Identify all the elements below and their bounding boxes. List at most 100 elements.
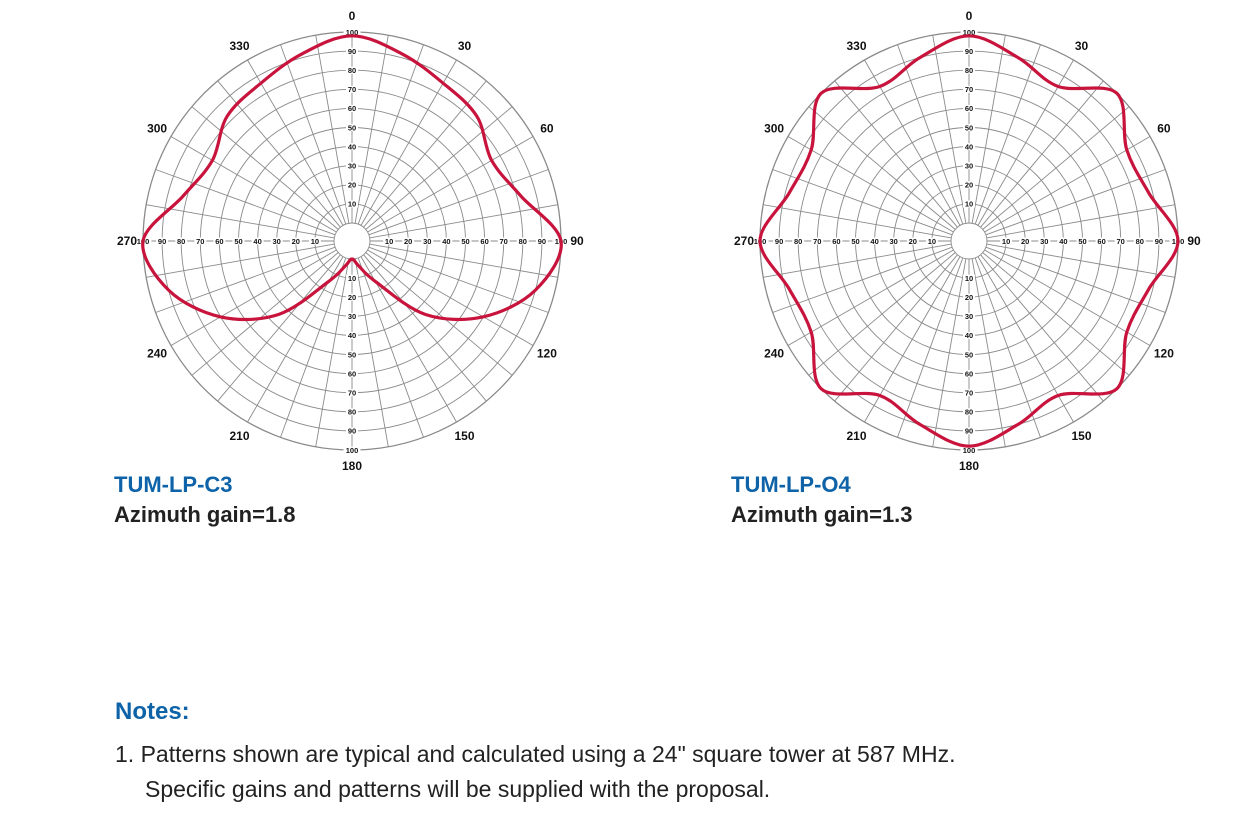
radial-tick-label: 30	[1040, 237, 1048, 246]
grid-spoke	[155, 169, 336, 236]
radial-tick-label: 80	[348, 66, 356, 75]
grid-spoke	[191, 106, 339, 230]
grid-spoke	[146, 243, 335, 278]
radial-tick-label: 30	[890, 237, 898, 246]
tick-label-bg	[963, 143, 975, 151]
polar-chart-tum-lp-o4: 10 10 10 10 20 20 20 20 30 30 30 30 40 40 40 40 50 50 50 50…	[734, 9, 1201, 473]
tick-label-bg	[516, 237, 529, 245]
tick-label-bg	[346, 162, 358, 170]
note-line-1: 1. Patterns shown are typical and calcul…	[115, 741, 956, 767]
tick-label-bg	[963, 47, 975, 55]
tick-label-bg	[963, 66, 975, 74]
radial-tick-label: 40	[1059, 237, 1067, 246]
grid-spoke	[772, 246, 953, 313]
tick-label-bg	[440, 237, 453, 245]
radial-tick-label: 10	[928, 237, 936, 246]
radial-tick-label: 80	[519, 237, 527, 246]
grid-spoke	[984, 136, 1151, 233]
radial-tick-label: 60	[348, 104, 356, 113]
angle-label: 0	[349, 9, 356, 23]
radial-tick-label: 50	[965, 123, 973, 132]
radial-tick-label: 50	[965, 350, 973, 359]
radial-tick-label: 70	[500, 237, 508, 246]
tick-label-bg	[343, 446, 361, 454]
notes-heading: Notes:	[115, 698, 190, 725]
tick-label-bg	[346, 312, 358, 320]
angle-label: 90	[570, 234, 584, 248]
radial-tick-label: 70	[813, 237, 821, 246]
radial-tick-label: 50	[461, 237, 469, 246]
grid-spoke	[170, 249, 337, 346]
radial-tick-label: 10	[311, 237, 319, 246]
tick-label-bg	[963, 351, 975, 358]
tick-label-bg	[497, 237, 510, 245]
grid-spoke	[974, 44, 1041, 225]
grid-spoke	[787, 136, 954, 233]
grid-spoke	[834, 254, 958, 402]
radial-tick-label: 80	[1136, 237, 1144, 246]
tick-label-bg	[1019, 237, 1032, 245]
grid-spoke	[357, 257, 424, 438]
radial-tick-label: 90	[348, 427, 356, 436]
grid-spoke	[986, 243, 1175, 278]
radial-tick-label: 90	[348, 47, 356, 56]
angle-label: 0	[966, 9, 973, 23]
tick-label-bg	[792, 237, 805, 245]
radial-tick-label: 50	[851, 237, 859, 246]
tick-label-bg	[963, 331, 975, 339]
tick-label-bg	[960, 446, 978, 454]
angle-label: 120	[537, 347, 557, 361]
tick-label-bg	[1114, 237, 1127, 245]
grid-spoke	[763, 243, 952, 278]
radial-tick-label: 40	[870, 237, 878, 246]
radial-tick-label: 70	[348, 85, 356, 94]
model-name-o4: TUM-LP-O4	[731, 472, 851, 497]
angle-label: 90	[1187, 234, 1201, 248]
radial-tick-label: 10	[348, 200, 356, 209]
radial-tick-label: 10	[965, 200, 973, 209]
tick-label-bg	[156, 237, 169, 245]
tick-label-bg	[963, 293, 975, 301]
grid-spoke	[191, 252, 339, 376]
grid-spoke	[974, 257, 1041, 438]
angle-labels: 0 30 60 90 120 150 180 210 240 270 300 330	[734, 9, 1201, 473]
grid-spoke	[982, 252, 1130, 376]
radial-tick-label: 30	[965, 312, 973, 321]
tick-label-bg	[346, 104, 358, 112]
tick-label-bg	[963, 200, 975, 208]
radial-tick-label: 70	[965, 85, 973, 94]
radial-tick-label: 90	[965, 47, 973, 56]
radial-tick-label: 20	[965, 181, 973, 190]
radial-tick-label: 100	[346, 446, 359, 455]
radial-tick-label: 60	[348, 369, 356, 378]
tick-label-bg	[963, 124, 975, 131]
radial-tick-labels: 10 10 10 10 20 20 20 20 30 30 30 30 40 40 40 40 50 50 50 50…	[751, 28, 1187, 455]
radial-tick-label: 60	[480, 237, 488, 246]
angle-label: 30	[1075, 39, 1089, 53]
grid-spoke	[772, 169, 953, 236]
radial-tick-label: 30	[273, 237, 281, 246]
angle-label: 270	[734, 234, 754, 248]
angle-label: 30	[458, 39, 472, 53]
radial-tick-label: 50	[348, 350, 356, 359]
grid-spoke	[808, 106, 956, 230]
tick-label-bg	[251, 237, 264, 245]
grid-spoke	[985, 169, 1166, 236]
grid-spoke	[971, 258, 1006, 447]
radial-tick-label: 100	[963, 446, 976, 455]
radial-tick-label: 40	[348, 331, 356, 340]
radial-tick-label: 50	[348, 123, 356, 132]
radial-tick-label: 40	[253, 237, 261, 246]
tick-label-bg	[346, 331, 358, 339]
tick-label-bg	[289, 237, 302, 245]
angle-label: 180	[959, 459, 979, 473]
tick-label-bg	[925, 237, 938, 245]
grid-spoke	[787, 249, 954, 346]
grid-spoke	[354, 35, 389, 224]
grid-spoke	[980, 80, 1104, 228]
radial-tick-label: 90	[158, 237, 166, 246]
tick-label-bg	[232, 237, 245, 245]
grid-spoke	[971, 35, 1006, 224]
tick-label-bg	[535, 237, 548, 245]
grid-spoke	[357, 44, 424, 225]
